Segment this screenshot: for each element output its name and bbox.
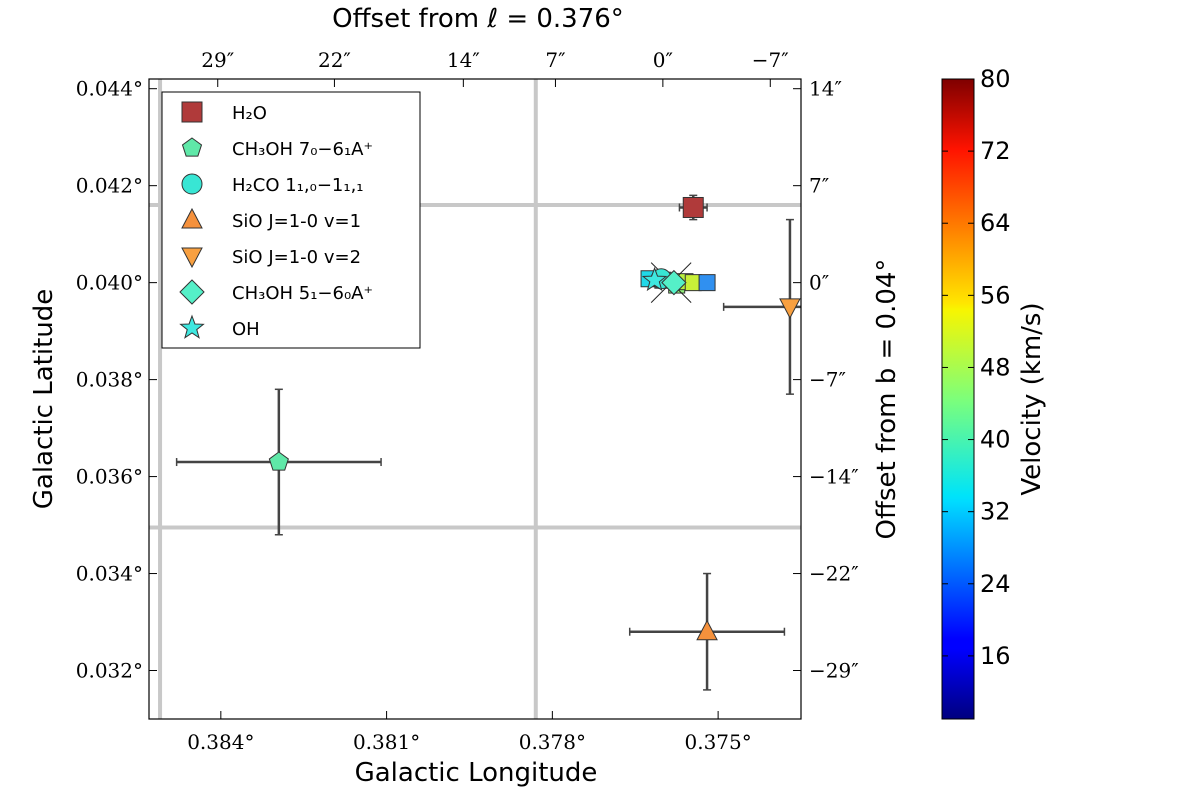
legend-marker-star [179,314,205,339]
colorbar: 16 24 32 40 48 56 64 72 80 Velocity (km/s) [941,65,1047,720]
legend-marker-pentagon [181,137,203,157]
y-tick-label: 0.036° [76,465,143,489]
data-point-square [682,196,704,218]
y-tick-label: 0.042° [76,174,143,198]
data-point-triangle-down [779,298,801,319]
colorbar-tick-label: 16 [980,642,1011,670]
y-tick-label: 0.044° [76,77,143,101]
data-point-triangle-up [696,619,718,641]
legend-marker-circle [181,173,203,195]
legend-label: SiO J=1-0 v=1 [232,211,361,232]
legend-box [161,91,421,349]
y-tick-label: 0.038° [76,368,143,392]
legend-label: CH₃OH 5₁−6₀A⁺ [232,283,373,304]
legend-marker-diamond [179,279,205,305]
plot-frame [148,78,802,720]
right-tick-label: 7″ [809,174,829,198]
y-tick-label: 0.034° [76,562,143,586]
colorbar-tick-label: 56 [980,281,1011,309]
colorbar-tick-label: 64 [980,209,1011,237]
top-tick-label: −7″ [752,48,789,72]
legend-label: H₂O [232,103,267,124]
top-tick-label: 7″ [545,48,565,72]
legend-label: OH [232,319,260,340]
legend-marker-square [181,101,203,123]
top-tick-label: 29″ [201,48,234,72]
top-tick-label: 22″ [318,48,351,72]
right-tick-label: 14″ [809,77,842,101]
top-tick-label: 0″ [653,48,673,72]
data-point-diamond [661,269,687,296]
legend-marker-triangle-up [181,207,203,229]
colorbar-label: Velocity (km/s) [1017,302,1047,495]
colorbar-tick-label: 32 [980,498,1011,526]
axis-ticks: 0.384° 0.381° 0.378° 0.375° 0.032° 0.034° 0.03… [76,48,859,754]
right-tick-label: −7″ [809,368,846,392]
right-axis-title: Offset from b = 0.04° [872,259,902,540]
x-tick-label: 0.381° [353,730,420,754]
x-tick-label: 0.375° [684,730,751,754]
colorbar-tick-label: 72 [980,137,1011,165]
legend-label: H₂CO 1₁,₀−1₁,₁ [232,175,364,196]
data-point-star [641,266,668,292]
right-tick-label: −29″ [809,659,859,683]
right-tick-label: −22″ [809,562,859,586]
cluster-point [698,274,716,292]
legend-marker-triangle-down [181,247,203,269]
right-tick-label: 0″ [809,271,829,295]
x-axis-title: Galactic Longitude [355,758,598,788]
legend-label: SiO J=1-0 v=2 [232,247,361,268]
data-point-pentagon [268,451,289,471]
top-tick-label: 14″ [447,48,480,72]
colorbar-tick-label: 40 [980,426,1011,454]
legend-label: CH₃OH 7₀−6₁A⁺ [232,139,373,160]
y-tick-label: 0.040° [76,271,143,295]
right-tick-label: −14″ [809,465,859,489]
data-markers [175,194,801,691]
y-tick-label: 0.032° [76,659,143,683]
colorbar-gradient [941,78,975,720]
legend: H₂O CH₃OH 7₀−6₁A⁺ H₂CO 1₁,₀−1₁,₁ SiO J=1-0 … [161,91,421,349]
x-tick-label: 0.378° [519,730,586,754]
colorbar-tick-label: 24 [980,570,1011,598]
top-axis-title: Offset from ℓ = 0.376° [332,4,624,34]
x-tick-label: 0.384° [187,730,254,754]
colorbar-tick-label: 48 [980,353,1011,381]
colorbar-tick-label: 80 [980,65,1011,93]
y-axis-title: Galactic Latitude [29,289,59,510]
